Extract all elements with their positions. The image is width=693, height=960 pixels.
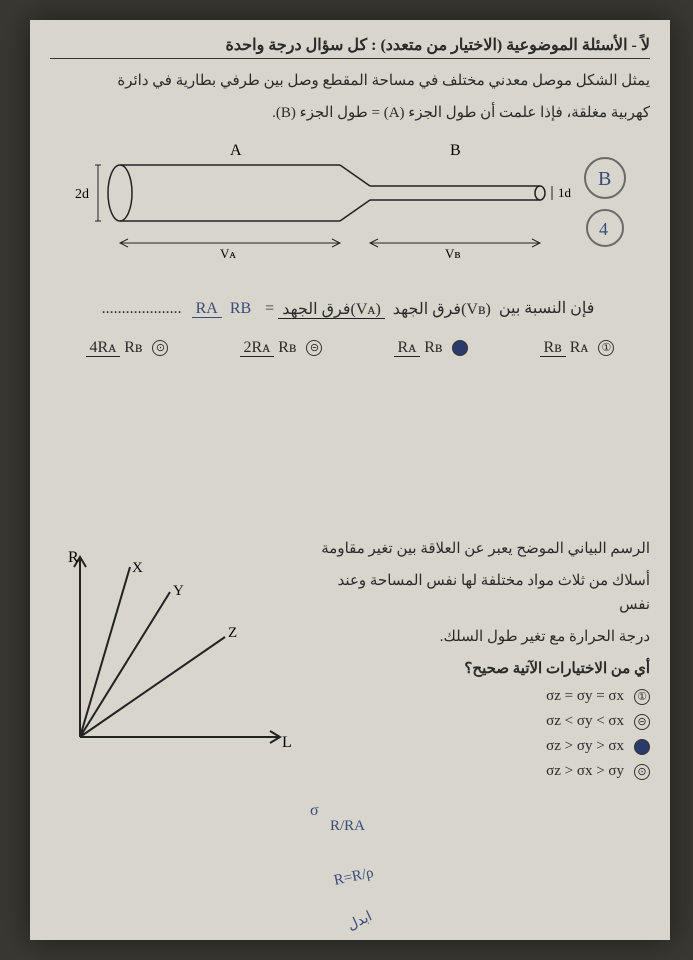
question-2: الرسم البياني الموضح يعبر عن العلاقة بين… — [50, 537, 650, 788]
voltage-ratio: فرق الجهد(Vᴀ) فرق الجهد(Vʙ) — [278, 299, 495, 319]
svg-text:R: R — [68, 549, 79, 566]
svg-text:B: B — [450, 142, 461, 159]
q2-option-c[interactable]: σz > σy > σx — [320, 738, 650, 755]
option-mark: ① — [598, 340, 614, 356]
svg-text:σ: σ — [310, 802, 319, 819]
svg-text:4: 4 — [599, 219, 608, 239]
svg-text:A: A — [230, 142, 242, 159]
q1-options: 4RᴀRʙ ⊙ 2RᴀRʙ ⊝ RᴀRʙ RʙRᴀ ① — [50, 339, 650, 357]
q1-line1: يمثل الشكل موصل معدني مختلف في مساحة الم… — [50, 69, 650, 93]
svg-text:L: L — [282, 734, 292, 751]
q2-line3: درجة الحرارة مع تغير طول السلك. — [320, 625, 650, 649]
section-header: لاً - الأسئلة الموضوعية (الاختيار من متع… — [50, 35, 650, 59]
option-mark: ⊙ — [152, 340, 168, 356]
handwritten-ratio: RA RB — [192, 300, 256, 318]
ratio-equation: .................... RA RB = فرق الجهد(V… — [50, 298, 650, 319]
q1-option-b[interactable]: RᴀRʙ — [394, 339, 469, 357]
q2-option-d[interactable]: σz > σx > σy ⊙ — [320, 763, 650, 780]
q1-option-c[interactable]: 2RᴀRʙ ⊝ — [240, 339, 323, 357]
q1-line2: كهربية مغلقة، فإذا علمت أن طول الجزء (A)… — [50, 101, 650, 125]
conductor-diagram: A B 2d 1d Vᴀ Vʙ B 4 — [50, 133, 650, 283]
handwritten-notes: σ R/RA R=R/ρ ابدل — [260, 790, 420, 950]
svg-text:1d: 1d — [558, 185, 572, 200]
svg-text:R/RA: R/RA — [330, 818, 365, 834]
q2-line2: أسلاك من ثلاث مواد مختلفة لها نفس المساح… — [320, 569, 650, 617]
exam-paper: لاً - الأسئلة الموضوعية (الاختيار من متع… — [30, 20, 670, 940]
option-mark-selected — [452, 340, 468, 356]
option-mark: ⊝ — [306, 340, 322, 356]
svg-text:Z: Z — [228, 625, 237, 641]
svg-text:Y: Y — [173, 583, 184, 599]
svg-text:X: X — [132, 560, 143, 576]
dots: .................... — [102, 300, 182, 317]
svg-text:B: B — [598, 168, 611, 190]
svg-text:R=R/ρ: R=R/ρ — [333, 865, 376, 889]
q2-options: σz = σy = σx ① σz < σy < σx ⊝ σz > σy > … — [320, 688, 650, 780]
q2-line1: الرسم البياني الموضح يعبر عن العلاقة بين… — [320, 537, 650, 561]
option-mark-selected — [634, 739, 650, 755]
q2-prompt: أي من الاختيارات الآتية صحيح؟ — [320, 659, 650, 678]
svg-text:ابدل: ابدل — [345, 909, 374, 933]
q2-option-a[interactable]: σz = σy = σx ① — [320, 688, 650, 705]
q1-option-d[interactable]: 4RᴀRʙ ⊙ — [86, 339, 169, 357]
svg-text:Vᴀ: Vᴀ — [220, 246, 236, 261]
svg-text:2d: 2d — [75, 187, 89, 202]
resistance-graph: R L X Y Z — [50, 537, 300, 777]
equals: = — [265, 300, 274, 317]
q2-option-b[interactable]: σz < σy < σx ⊝ — [320, 713, 650, 730]
q1-option-a[interactable]: RʙRᴀ ① — [540, 339, 615, 357]
ratio-prefix: فإن النسبة بين — [499, 298, 595, 318]
svg-text:Vʙ: Vʙ — [445, 246, 461, 261]
